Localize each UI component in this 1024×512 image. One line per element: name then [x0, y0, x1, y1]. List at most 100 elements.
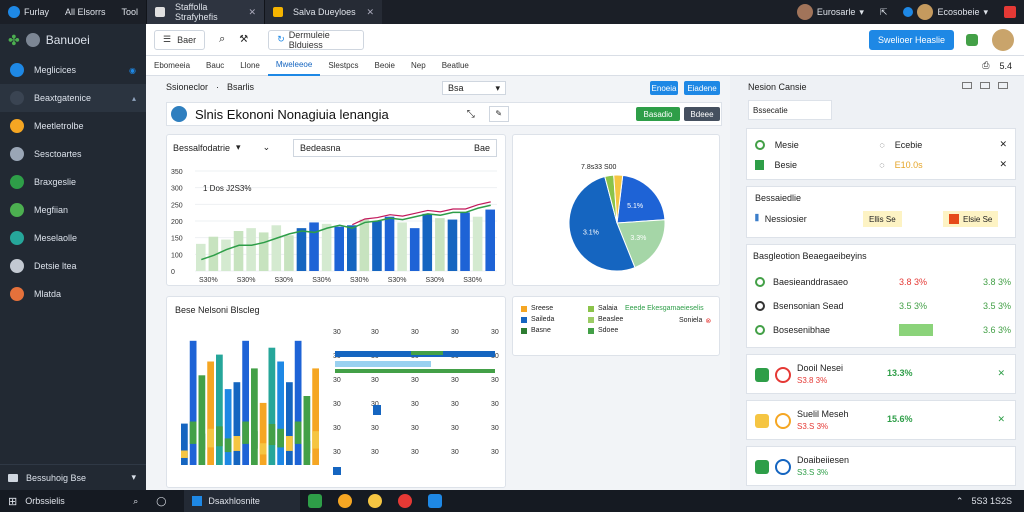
taskbar-search[interactable]: Orbssielis	[25, 496, 65, 506]
close-icon[interactable]: ✕	[997, 368, 1005, 378]
task-view-icon[interactable]: ◯	[156, 495, 167, 506]
edit-icon[interactable]: ✎	[488, 106, 509, 122]
chrome-icon[interactable]	[338, 494, 353, 508]
collapse-icon[interactable]: ⤡	[466, 108, 475, 120]
tab-close-icon[interactable]: ✕	[248, 6, 257, 17]
folder-icon[interactable]	[308, 494, 323, 508]
status-row-0[interactable]: Mesie ◌ Ecebie ✕	[755, 139, 1007, 150]
profile-menu[interactable]: Eurosarle ▾	[789, 0, 872, 24]
brand[interactable]: ✤ Banuoei	[0, 24, 146, 56]
close-icon[interactable]: ✕	[999, 139, 1007, 149]
taskbar-app[interactable]: Dsaxhlosnite	[184, 490, 301, 512]
legend-link2[interactable]: Soniela ⊗	[679, 317, 711, 325]
sidebar-item-4[interactable]: Braxgeslie	[0, 168, 146, 196]
browser-item-1[interactable]: All Elsorrs	[65, 7, 106, 17]
bar	[347, 225, 357, 271]
avatar	[25, 33, 40, 47]
legend-link[interactable]: Eeede Ekesgamaeieselis	[625, 305, 704, 312]
metric-row-2[interactable]: Bosesenibhae 3.6 3%	[755, 321, 1011, 339]
summary-card-0[interactable]: Dooil Nesei S3.8 3% 13.3% ✕	[746, 354, 1016, 394]
metric-row-0[interactable]: Baesieanddrasaeo 3.8 3% 3.8 3%	[755, 273, 1011, 291]
button-a[interactable]: Enoeia	[650, 81, 678, 95]
tab-2[interactable]: Llone	[240, 61, 260, 70]
tab-5[interactable]: Beoie	[374, 61, 396, 70]
profile2-menu[interactable]: Ecosobeie ▾	[895, 0, 996, 24]
search-icon[interactable]: ⌕	[133, 495, 139, 506]
chart1-search[interactable]: Bedeasna Bae	[293, 139, 497, 157]
tools-icon[interactable]: ⚒	[239, 34, 249, 45]
sidebar-item-2[interactable]: Meetletrolbe	[0, 112, 146, 140]
store-icon[interactable]	[428, 494, 443, 508]
tick-label: 30	[333, 377, 341, 384]
expand-icon[interactable]: ⌄	[262, 142, 271, 152]
share-icon[interactable]: ⇱	[879, 6, 888, 17]
tab-favicon-icon	[155, 7, 166, 17]
chart3-svg: 30 30 30 30 30 30 30 30 30 30 30 30 30 30 30 30 30 30 30 30…	[181, 329, 499, 475]
sidebar-item-5[interactable]: Megfiian	[0, 196, 146, 224]
bar-segment	[233, 436, 241, 451]
status-row-1[interactable]: Besie ◌ E10.0s ✕	[755, 159, 1007, 170]
windows-icon[interactable]: ⊞	[8, 495, 18, 508]
right-tab[interactable]: Bssecatie	[748, 100, 832, 120]
search-field[interactable]: ↻ Dermuleie Blduiess	[268, 29, 365, 50]
primary-button[interactable]: Basadio	[636, 107, 680, 121]
tab-1[interactable]: Salva Dueyloes ✕	[264, 0, 383, 24]
sidebar-footer[interactable]: Bessuhoig Bse ▾	[0, 464, 146, 490]
sidebar-item-3[interactable]: Sesctoartes	[0, 140, 146, 168]
tab-7[interactable]: Beatlue	[441, 61, 469, 70]
tab-1[interactable]: Bauc	[206, 61, 225, 70]
sidebar-item-6[interactable]: Meselaolle	[0, 224, 146, 252]
tab-4[interactable]: Slestpcs	[328, 61, 359, 70]
browser-item-0[interactable]: Furlay	[24, 7, 50, 17]
sidebar-item-0[interactable]: Meglicices ◉	[0, 56, 146, 84]
browser-item-2[interactable]: Tool	[121, 7, 139, 17]
sidebar-item-8[interactable]: Mlatda	[0, 280, 146, 308]
close-icon[interactable]: ✕	[999, 159, 1008, 169]
legend-swatch	[588, 327, 594, 334]
breadcrumb-item-0[interactable]: Ssioneclor	[166, 82, 209, 92]
mail-icon[interactable]	[398, 494, 413, 508]
chat-icon[interactable]	[966, 33, 978, 46]
metric-value-2: 3.8 3%	[982, 277, 1011, 287]
pie-label: 3.3%	[630, 235, 646, 242]
print-icon[interactable]: ⎙	[982, 60, 990, 70]
breadcrumb-item-1[interactable]: Bsarlis	[227, 82, 255, 92]
close-icon[interactable]: ✕	[997, 414, 1005, 424]
secondary-button[interactable]: Bdeee	[684, 107, 720, 121]
bar	[268, 347, 276, 465]
avatar	[796, 4, 813, 20]
tab-3[interactable]: Mweleeoe	[267, 56, 321, 76]
primary-action-button[interactable]: Swelioer Heaslie	[868, 29, 954, 50]
browser-menu[interactable]: Furlay	[0, 0, 57, 24]
tab-0[interactable]: Ebomeeia	[154, 61, 191, 70]
section2-row[interactable]: ⫴ Nessiosier	[755, 213, 807, 224]
search-icon[interactable]: ⌕	[219, 33, 226, 45]
view-select[interactable]: Bsa ▾	[442, 81, 506, 95]
maximize-icon[interactable]	[980, 82, 990, 89]
minimize-icon[interactable]	[962, 82, 972, 89]
y-tick-label: 150	[171, 236, 183, 243]
window-icon[interactable]	[998, 82, 1008, 89]
chart1-header[interactable]: Bessalfodatrie ▾ ⌄	[173, 142, 270, 153]
taskbar-app-label: Dsaxhlosnite	[208, 496, 260, 506]
sidebar-item-1[interactable]: Beaxtgatenice ▴	[0, 84, 146, 112]
metric-row-1[interactable]: Bsensonian Sead 3.5 3% 3.5 3%	[755, 297, 1011, 315]
sidebar-item-7[interactable]: Detsie ltea	[0, 252, 146, 280]
tab-6[interactable]: Nep	[411, 61, 426, 70]
tray-icon[interactable]: ⌃	[955, 495, 964, 506]
notification-icon[interactable]	[996, 0, 1024, 24]
tab-close-icon[interactable]: ✕	[366, 6, 375, 17]
x-tick-label: S30%	[426, 277, 445, 284]
section2-tag-0[interactable]: Ellis Se	[863, 211, 902, 227]
summary-card-1[interactable]: Suelil Meseh S3.S 3% 15.6% ✕	[746, 400, 1016, 440]
section2-tag-1[interactable]: Elsie Se	[943, 211, 999, 227]
menu-button[interactable]: ☰ Baer	[154, 29, 206, 50]
legend-item: Salaia	[588, 305, 651, 312]
button-b[interactable]: Eiadene	[684, 81, 720, 95]
browser-icon[interactable]	[368, 494, 383, 508]
tab-0[interactable]: Staffolla Strafyhefis ✕	[146, 0, 265, 24]
summary-card-2[interactable]: Doaibeiiesen S3.S 3%	[746, 446, 1016, 486]
bar	[277, 361, 284, 465]
avatar[interactable]	[992, 28, 1014, 51]
tick-label: 30	[491, 329, 499, 336]
